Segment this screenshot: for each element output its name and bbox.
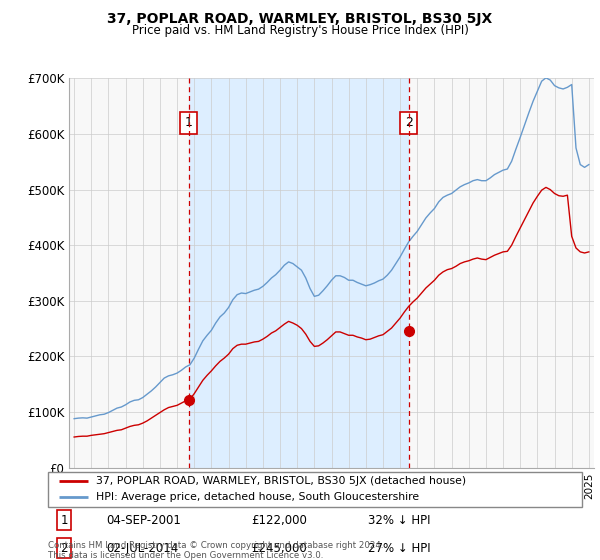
Text: 27% ↓ HPI: 27% ↓ HPI [368, 542, 431, 555]
Text: £245,000: £245,000 [251, 542, 307, 555]
Text: 1: 1 [60, 514, 68, 526]
Text: 37, POPLAR ROAD, WARMLEY, BRISTOL, BS30 5JX (detached house): 37, POPLAR ROAD, WARMLEY, BRISTOL, BS30 … [96, 476, 466, 486]
Text: 1: 1 [185, 116, 193, 129]
Text: HPI: Average price, detached house, South Gloucestershire: HPI: Average price, detached house, Sout… [96, 492, 419, 502]
Bar [188, 78, 409, 468]
Text: 04-SEP-2001: 04-SEP-2001 [107, 514, 182, 526]
Text: 37, POPLAR ROAD, WARMLEY, BRISTOL, BS30 5JX: 37, POPLAR ROAD, WARMLEY, BRISTOL, BS30 … [107, 12, 493, 26]
Text: 2: 2 [60, 542, 68, 555]
Text: 2: 2 [405, 116, 413, 129]
Text: Contains HM Land Registry data © Crown copyright and database right 2024.
This d: Contains HM Land Registry data © Crown c… [48, 540, 383, 560]
FancyBboxPatch shape [48, 472, 582, 507]
Text: Price paid vs. HM Land Registry's House Price Index (HPI): Price paid vs. HM Land Registry's House … [131, 24, 469, 36]
Text: 32% ↓ HPI: 32% ↓ HPI [368, 514, 431, 526]
Text: 02-JUL-2014: 02-JUL-2014 [107, 542, 179, 555]
Text: £122,000: £122,000 [251, 514, 307, 526]
